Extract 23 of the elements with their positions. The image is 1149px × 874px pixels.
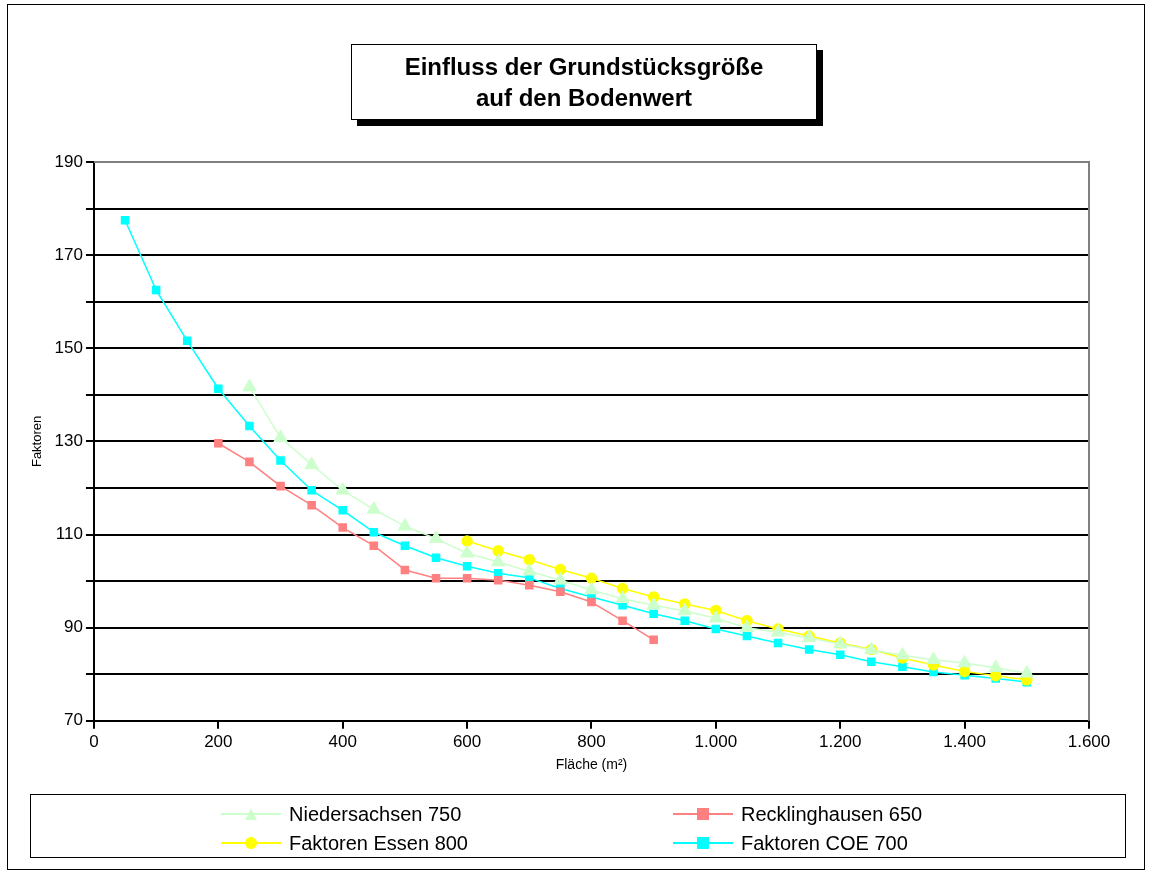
x-tick-label: 600 bbox=[452, 731, 482, 751]
x-axis-title: Fläche (m²) bbox=[555, 756, 628, 773]
y-tick-label: 130 bbox=[54, 431, 83, 451]
x-tick-label: 1.600 bbox=[1067, 731, 1111, 751]
y-tick-label: 190 bbox=[54, 151, 83, 171]
x-tick-label: 1.200 bbox=[818, 731, 862, 751]
y-tick-label: 90 bbox=[64, 617, 83, 637]
y-tick-label: 110 bbox=[55, 524, 83, 544]
legend-label: Niedersachsen 750 bbox=[289, 802, 462, 828]
x-tick-label: 400 bbox=[328, 731, 357, 751]
x-tick-label: 800 bbox=[577, 731, 606, 751]
chart-title: Einfluss der Grundstücksgröße auf den Bodenwert bbox=[351, 44, 817, 120]
y-tick-label: 170 bbox=[54, 244, 83, 264]
x-tick-label: 200 bbox=[204, 731, 233, 751]
x-tick-label: 1.400 bbox=[943, 731, 986, 751]
legend-label: Faktoren Essen 800 bbox=[289, 830, 468, 856]
y-tick-label: 150 bbox=[54, 337, 83, 357]
x-tick-label: 0 bbox=[89, 731, 99, 751]
y-axis-title: Faktoren bbox=[29, 415, 45, 468]
legend-label: Faktoren COE 700 bbox=[741, 830, 908, 856]
y-tick-label: 70 bbox=[64, 710, 83, 730]
x-tick-label: 1.000 bbox=[694, 731, 738, 751]
legend-label: Recklinghausen 650 bbox=[741, 802, 923, 828]
